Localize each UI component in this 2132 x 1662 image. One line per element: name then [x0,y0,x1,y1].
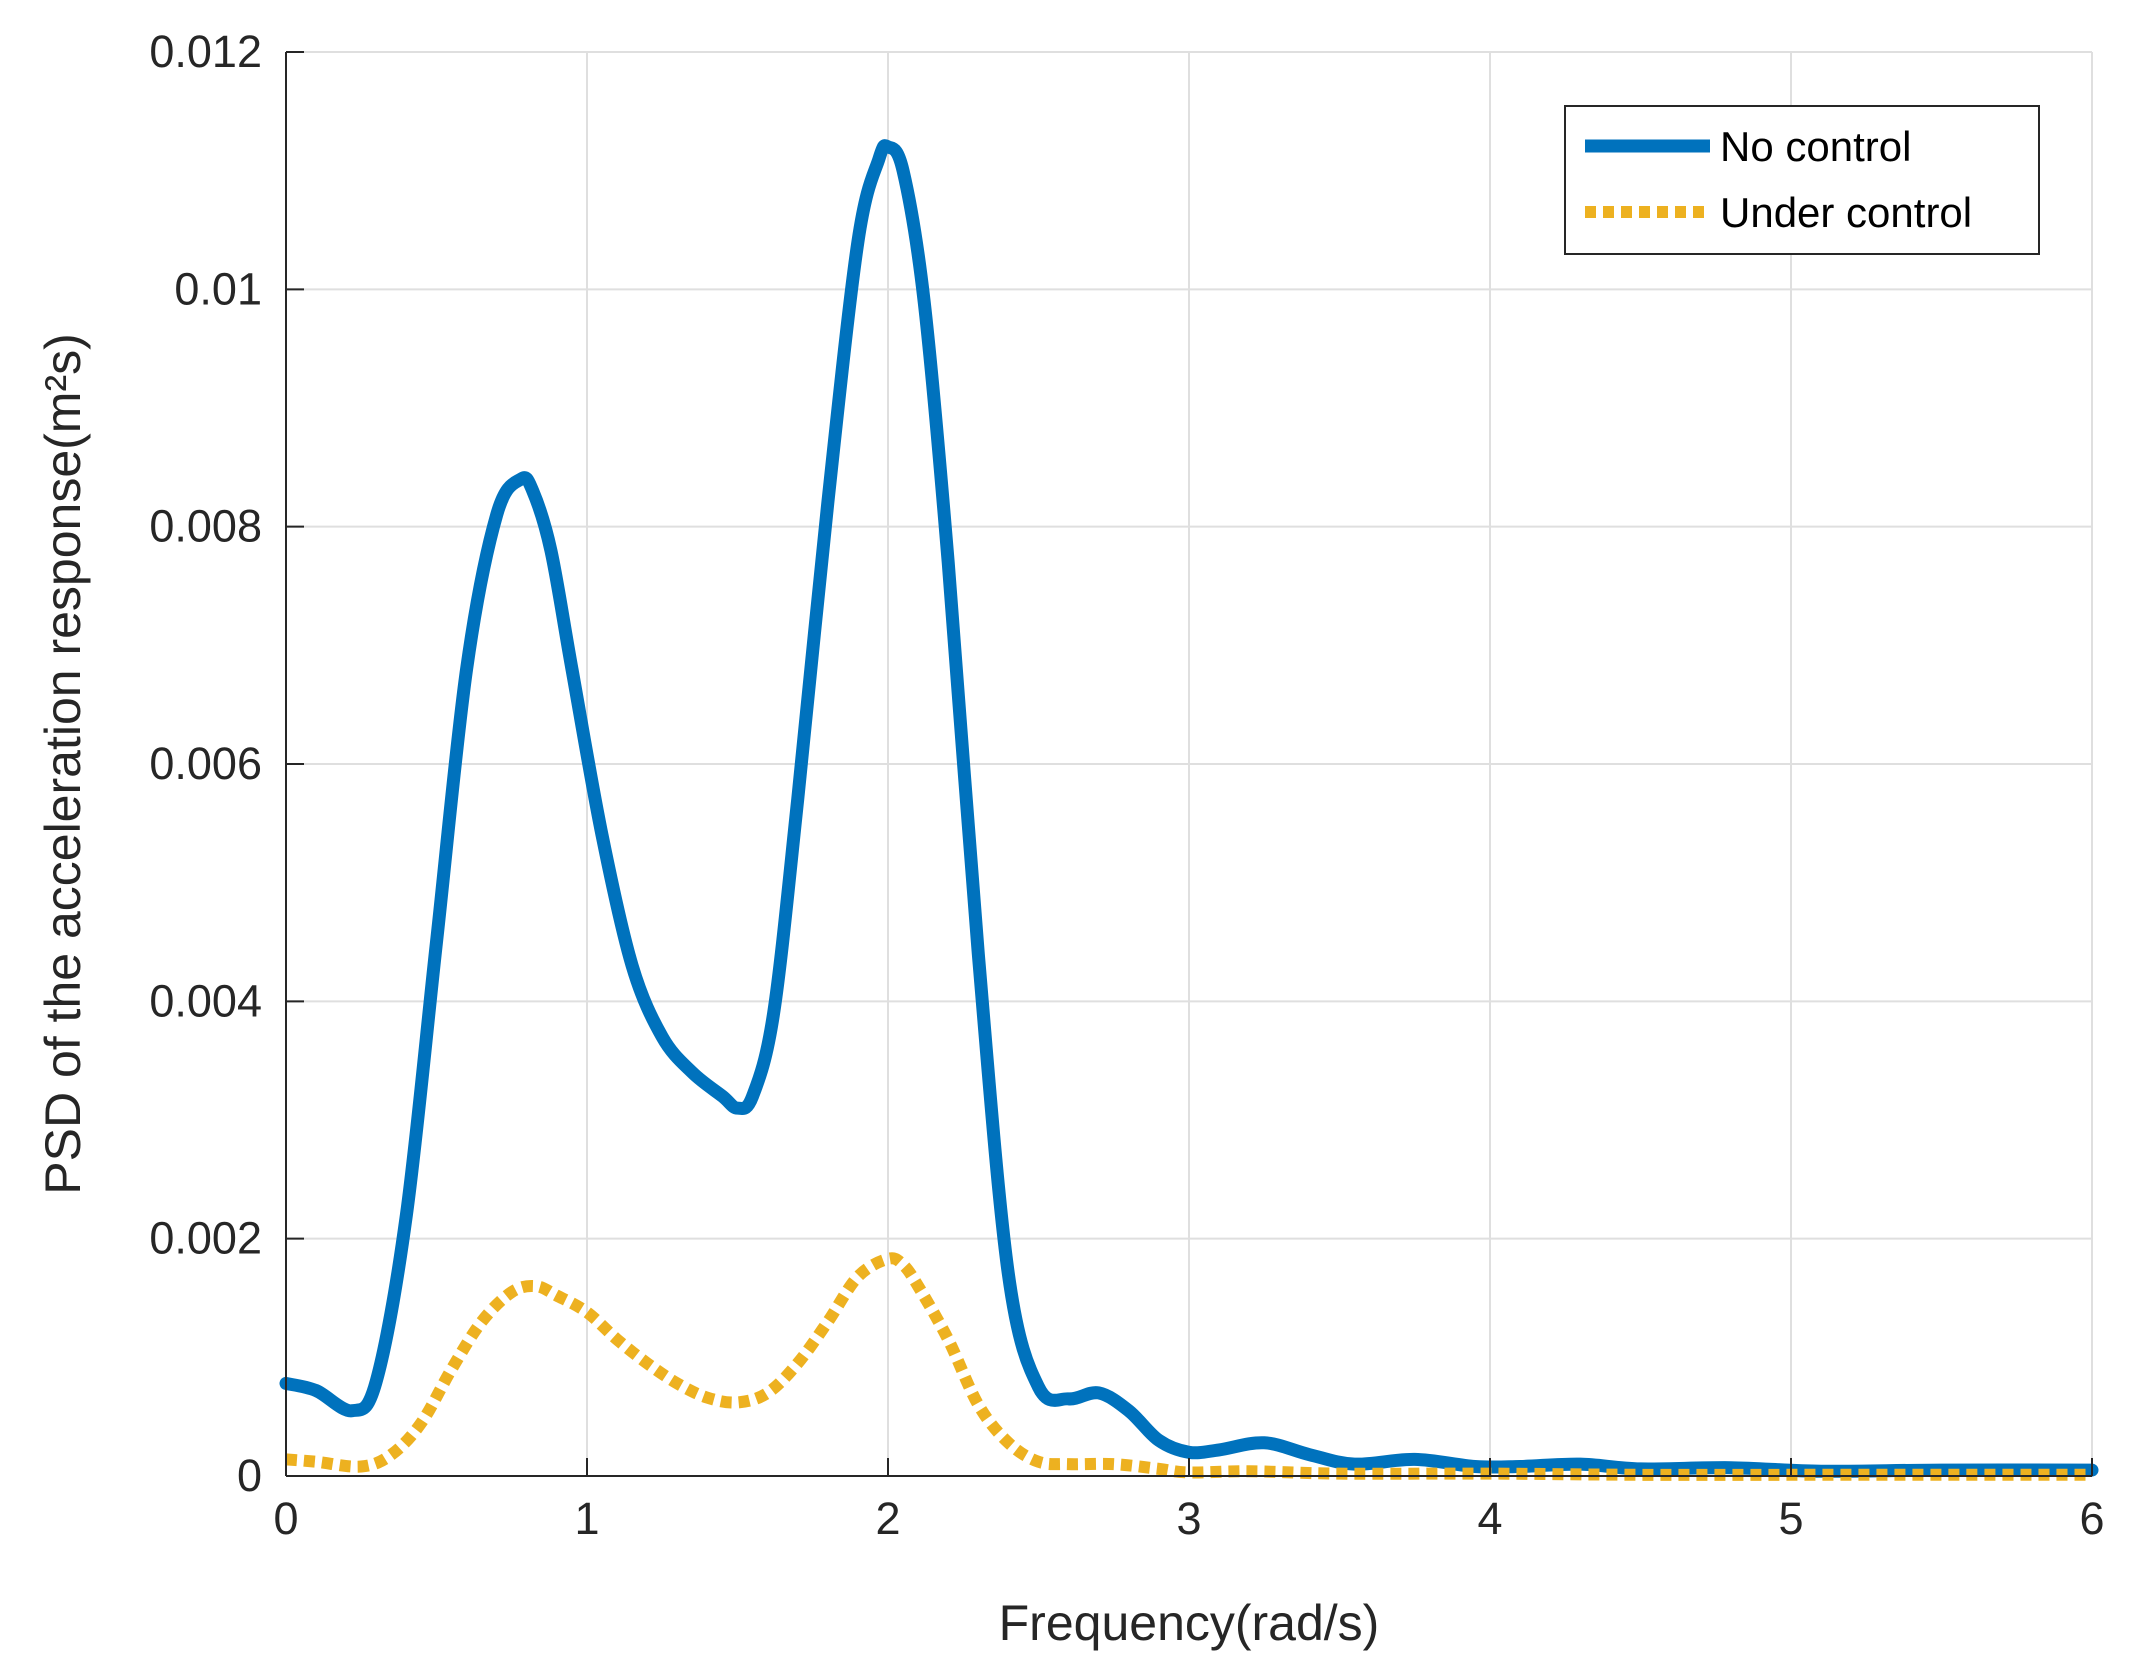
y-tick-label: 0.01 [174,263,262,314]
series-layer [279,139,2099,1481]
x-tick-label: 1 [574,1493,599,1544]
legend-box [1564,105,2040,255]
x-tick-label: 6 [2079,1493,2104,1544]
x-tick-label: 3 [1176,1493,1201,1544]
y-tick-label: 0 [237,1450,262,1501]
x-tick-label: 4 [1477,1493,1502,1544]
tick-labels: 0 1 2 3 4 5 6 0 0.002 0.004 0.006 0.008 0.01 0.012 [149,26,2104,1544]
y-axis-label: PSD of the acceleration response(m²s) [35,333,91,1194]
axes [285,51,2093,1477]
y-tick-label: 0.008 [149,501,262,552]
y-tick-label: 0.006 [149,738,262,789]
legend-label-under-control: Under control [1720,189,1972,236]
series-line-no-control [279,139,2099,1478]
legend-label-no-control: No control [1720,123,1911,170]
x-axis-label: Frequency(rad/s) [999,1595,1380,1651]
legend: No control Under control [1564,105,2040,255]
y-tick-label: 0.002 [149,1213,262,1264]
y-tick-label: 0.004 [149,975,262,1026]
y-tick-label: 0.012 [149,26,262,77]
x-tick-label: 5 [1778,1493,1803,1544]
x-tick-label: 2 [875,1493,900,1544]
x-tick-label: 0 [273,1493,298,1544]
